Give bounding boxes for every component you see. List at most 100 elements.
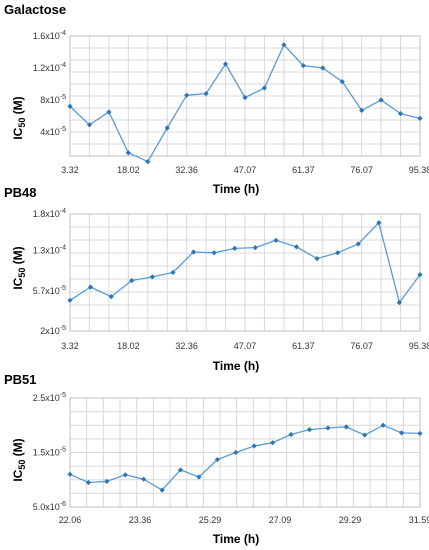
x-tick-label: 32.36 bbox=[175, 165, 198, 175]
x-tick-label: 95.38 bbox=[409, 165, 429, 175]
data-point bbox=[314, 256, 320, 262]
data-point bbox=[320, 65, 326, 71]
x-tick-label: 47.07 bbox=[234, 341, 257, 351]
plot-frame bbox=[69, 35, 421, 157]
data-point bbox=[335, 250, 341, 256]
y-tick-label: 5.0x10-6 bbox=[33, 501, 66, 512]
data-point bbox=[417, 430, 423, 437]
data-point bbox=[397, 111, 404, 117]
data-point bbox=[211, 250, 217, 256]
y-tick-label: 1.6x10-4 bbox=[33, 30, 66, 41]
chart-title: PB48 bbox=[4, 185, 37, 200]
data-point bbox=[417, 115, 423, 121]
data-point bbox=[242, 95, 248, 101]
y-tick-label: 2x10-5 bbox=[40, 325, 66, 336]
data-point bbox=[104, 478, 110, 484]
data-point bbox=[85, 479, 92, 486]
chart-pb51: PB51 5.0x10-6 1.5x10-5 2.5x10-5 22.06 23.36… bbox=[4, 372, 429, 546]
chart-galactose: Galactose 4x10-5 8x10-5 1.2x10-4 1.6x10-4 3… bbox=[4, 2, 429, 196]
data-point bbox=[87, 284, 94, 290]
chart-pb48: PB48 2x10-5 5.7x10-5 1.3x10-4 1.8x10-4 3.32… bbox=[4, 185, 429, 373]
plot-frame bbox=[69, 397, 421, 508]
y-tick-label: 1.8x10-4 bbox=[33, 208, 66, 219]
data-point bbox=[252, 245, 258, 251]
data-point bbox=[233, 449, 239, 456]
data-point bbox=[149, 274, 155, 280]
x-tick-label: 61.37 bbox=[292, 165, 315, 175]
data-point bbox=[122, 472, 128, 478]
chart-title: PB51 bbox=[4, 372, 37, 387]
data-point bbox=[67, 103, 73, 109]
data-point bbox=[417, 272, 423, 278]
series-line bbox=[69, 221, 421, 304]
x-tick-label: 3.32 bbox=[61, 341, 79, 351]
data-point bbox=[281, 42, 287, 48]
data-point bbox=[125, 150, 131, 156]
data-point bbox=[270, 440, 276, 446]
data-point bbox=[170, 269, 176, 276]
y-tick-label: 1.3x10-4 bbox=[33, 245, 66, 256]
data-point bbox=[145, 159, 151, 165]
x-tick-label: 3.32 bbox=[61, 165, 79, 175]
data-point bbox=[343, 424, 349, 430]
data-point bbox=[359, 107, 365, 113]
data-point bbox=[232, 245, 238, 251]
x-tick-label: 76.07 bbox=[350, 165, 373, 175]
data-point bbox=[362, 432, 368, 438]
data-point bbox=[184, 92, 190, 98]
data-point bbox=[159, 487, 165, 493]
data-point bbox=[222, 61, 229, 67]
x-tick-label: 25.29 bbox=[199, 515, 222, 525]
data-point bbox=[300, 63, 306, 69]
data-point bbox=[398, 430, 405, 436]
x-axis-title: Time (h) bbox=[213, 359, 259, 373]
data-point bbox=[67, 471, 73, 477]
grid bbox=[69, 397, 421, 508]
y-tick-label: 5.7x10-5 bbox=[33, 285, 66, 296]
data-points bbox=[67, 42, 423, 165]
y-tick-label: 4x10-5 bbox=[40, 126, 66, 137]
data-point bbox=[67, 297, 73, 303]
data-point bbox=[106, 109, 112, 115]
data-point bbox=[339, 79, 345, 85]
chart-title: Galactose bbox=[4, 2, 66, 17]
x-tick-labels: 3.32 18.02 32.36 47.07 61.37 76.07 95.38 bbox=[61, 341, 429, 351]
x-tick-label: 27.09 bbox=[269, 515, 292, 525]
x-tick-label: 18.02 bbox=[117, 165, 140, 175]
y-tick-labels: 2x10-5 5.7x10-5 1.3x10-4 1.8x10-4 bbox=[33, 208, 66, 336]
data-point bbox=[129, 277, 135, 284]
data-point bbox=[378, 97, 384, 103]
data-point bbox=[203, 91, 209, 97]
x-tick-label: 76.07 bbox=[350, 341, 373, 351]
y-axis-title: IC50 (M) bbox=[11, 438, 27, 481]
data-point bbox=[325, 425, 331, 431]
y-tick-label: 2.5x10-5 bbox=[33, 392, 66, 403]
x-tick-label: 95.38 bbox=[409, 341, 429, 351]
data-point bbox=[196, 474, 202, 480]
x-tick-label: 23.36 bbox=[129, 515, 152, 525]
x-axis-title: Time (h) bbox=[213, 532, 259, 546]
x-axis-title: Time (h) bbox=[213, 182, 259, 196]
data-point bbox=[396, 299, 403, 306]
data-points bbox=[67, 220, 423, 306]
x-tick-label: 31.59 bbox=[409, 515, 429, 525]
data-point bbox=[288, 431, 294, 438]
data-point bbox=[355, 241, 361, 247]
data-points bbox=[67, 422, 423, 493]
y-tick-labels: 4x10-5 8x10-5 1.2x10-4 1.6x10-4 bbox=[33, 30, 66, 137]
data-point bbox=[214, 456, 220, 463]
x-tick-label: 22.06 bbox=[59, 515, 82, 525]
data-point bbox=[380, 422, 386, 428]
data-point bbox=[306, 427, 313, 433]
x-tick-labels: 3.32 18.02 32.36 47.07 61.37 76.07 95.38 bbox=[61, 165, 429, 175]
data-point bbox=[273, 237, 279, 243]
data-point bbox=[177, 467, 184, 473]
data-point bbox=[261, 85, 268, 91]
data-point bbox=[293, 244, 300, 250]
data-point bbox=[141, 476, 147, 482]
data-point bbox=[86, 122, 93, 128]
grid bbox=[69, 213, 421, 332]
x-tick-label: 32.36 bbox=[175, 341, 198, 351]
y-tick-label: 8x10-5 bbox=[40, 94, 66, 105]
data-point bbox=[251, 443, 257, 449]
